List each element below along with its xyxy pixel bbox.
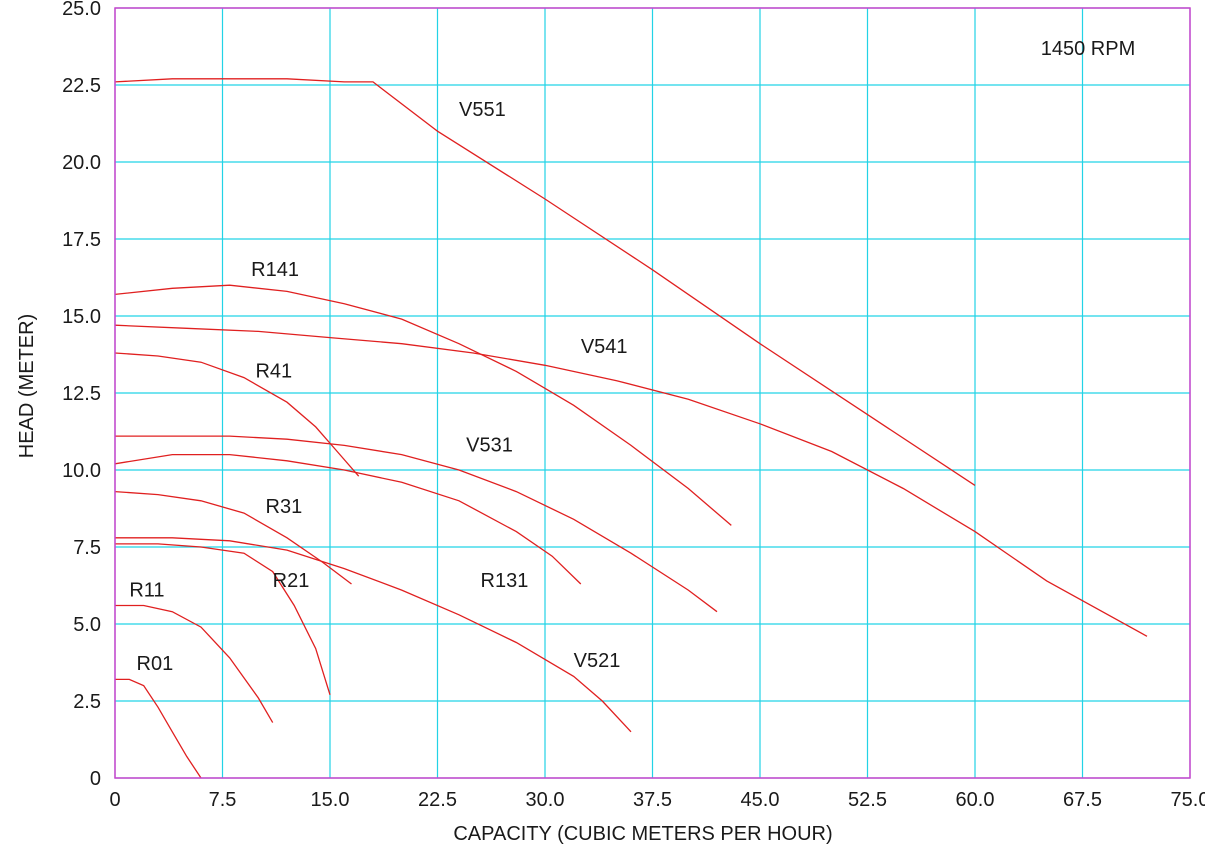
x-tick-label: 60.0 [956,789,995,811]
y-tick-label: 10.0 [62,460,101,482]
pump-curves [114,78,1148,779]
x-tick-label: 22.5 [418,789,457,811]
y-tick-label: 7.5 [73,537,101,559]
x-tick-label: 30.0 [526,789,565,811]
curve-r21 [115,543,331,695]
chart-grid [114,7,1191,779]
y-tick-label: 12.5 [62,383,101,405]
series-label-v551: V551 [459,99,506,121]
x-axis-ticks: 0 7.5 15.0 22.5 30.0 37.5 45.0 52.5 60.0 67.5 75.0 [109,789,1205,811]
curve-r01 [115,678,202,779]
rpm-annotation: 1450 RPM [1041,38,1136,60]
series-label-r21: R21 [273,570,310,592]
curve-v521 [115,537,632,733]
series-label-r41: R41 [255,361,292,383]
y-tick-label: 20.0 [62,152,101,174]
series-label-r01: R01 [137,653,174,675]
y-tick-label: 0 [90,768,101,790]
curve-r41 [114,352,360,477]
series-label-v531: V531 [466,435,513,457]
series-label-r31: R31 [266,496,303,518]
series-label-v521: V521 [574,650,621,672]
x-tick-label: 75.0 [1171,789,1205,811]
x-tick-label: 52.5 [848,789,887,811]
series-label-r131: R131 [481,570,529,592]
y-axis-ticks: 0 2.5 5.0 7.5 10.0 12.5 15.0 17.5 20.0 22.5 25.0 [62,0,101,790]
series-label-v541: V541 [581,336,628,358]
curve-r31 [114,490,352,585]
series-label-r11: R11 [129,579,164,601]
curve-v551 [114,78,976,486]
y-tick-label: 17.5 [62,229,101,251]
y-tick-label: 22.5 [62,75,101,97]
x-tick-label: 7.5 [209,789,237,811]
x-tick-label: 45.0 [741,789,780,811]
x-tick-label: 15.0 [311,789,350,811]
y-tick-label: 5.0 [73,614,101,636]
curve-v531 [115,435,718,613]
y-tick-label: 2.5 [73,691,101,713]
y-tick-label: 15.0 [62,306,101,328]
series-label-r141: R141 [251,259,299,281]
curve-r141 [114,284,732,526]
curve-r131 [114,453,582,585]
x-tick-label: 67.5 [1063,789,1102,811]
curve-v541 [114,324,1148,637]
series-labels: R01 R11 R21 R31 R41 R131 R141 V521 V531 V541 V551 [129,99,627,675]
x-axis-label: CAPACITY (CUBIC METERS PER HOUR) [453,823,832,845]
y-axis-label: HEAD (METER) [16,314,38,458]
y-tick-label: 25.0 [62,0,101,20]
x-tick-label: 0 [109,789,120,811]
x-tick-label: 37.5 [633,789,672,811]
curve-r11 [115,604,274,723]
plot-frame [114,7,1191,779]
